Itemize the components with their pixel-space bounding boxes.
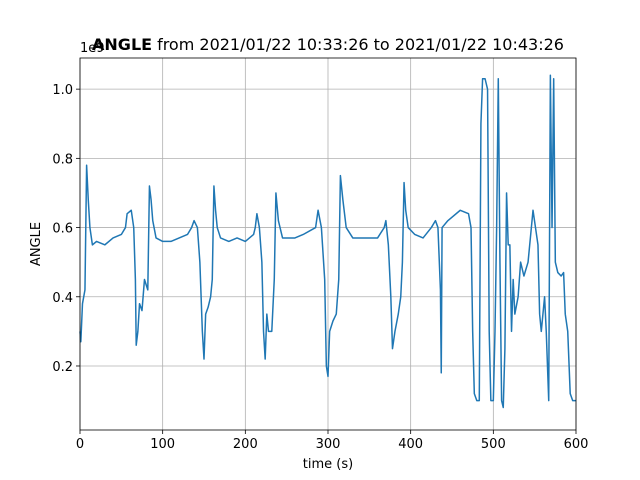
title-text: from 2021/01/22 10:33:26 to 2021/01/22 1… bbox=[157, 35, 564, 54]
title-bold: ANGLE bbox=[92, 35, 152, 54]
x-tick-label: 0 bbox=[76, 437, 84, 452]
x-tick-label: 400 bbox=[398, 437, 423, 452]
y-axis-label: ANGLE bbox=[29, 222, 44, 266]
offset-label: 1e9 bbox=[80, 41, 105, 56]
x-tick-label: 500 bbox=[481, 437, 506, 452]
x-tick-label: 100 bbox=[150, 437, 175, 452]
chart-title: ANGLE from 2021/01/22 10:33:26 to 2021/01… bbox=[92, 35, 564, 54]
y-tick-label: 0.4 bbox=[52, 291, 73, 306]
y-tick-label: 0.2 bbox=[52, 360, 73, 375]
x-tick-label: 600 bbox=[564, 437, 589, 452]
x-tick-label: 200 bbox=[233, 437, 258, 452]
x-tick-label: 300 bbox=[316, 437, 341, 452]
y-tick-label: 1.0 bbox=[52, 83, 73, 98]
y-tick-label: 0.6 bbox=[52, 222, 73, 237]
x-axis-label: time (s) bbox=[303, 457, 353, 472]
data-line bbox=[79, 74, 576, 409]
y-tick-label: 0.8 bbox=[52, 152, 73, 167]
plot-frame bbox=[79, 57, 577, 431]
